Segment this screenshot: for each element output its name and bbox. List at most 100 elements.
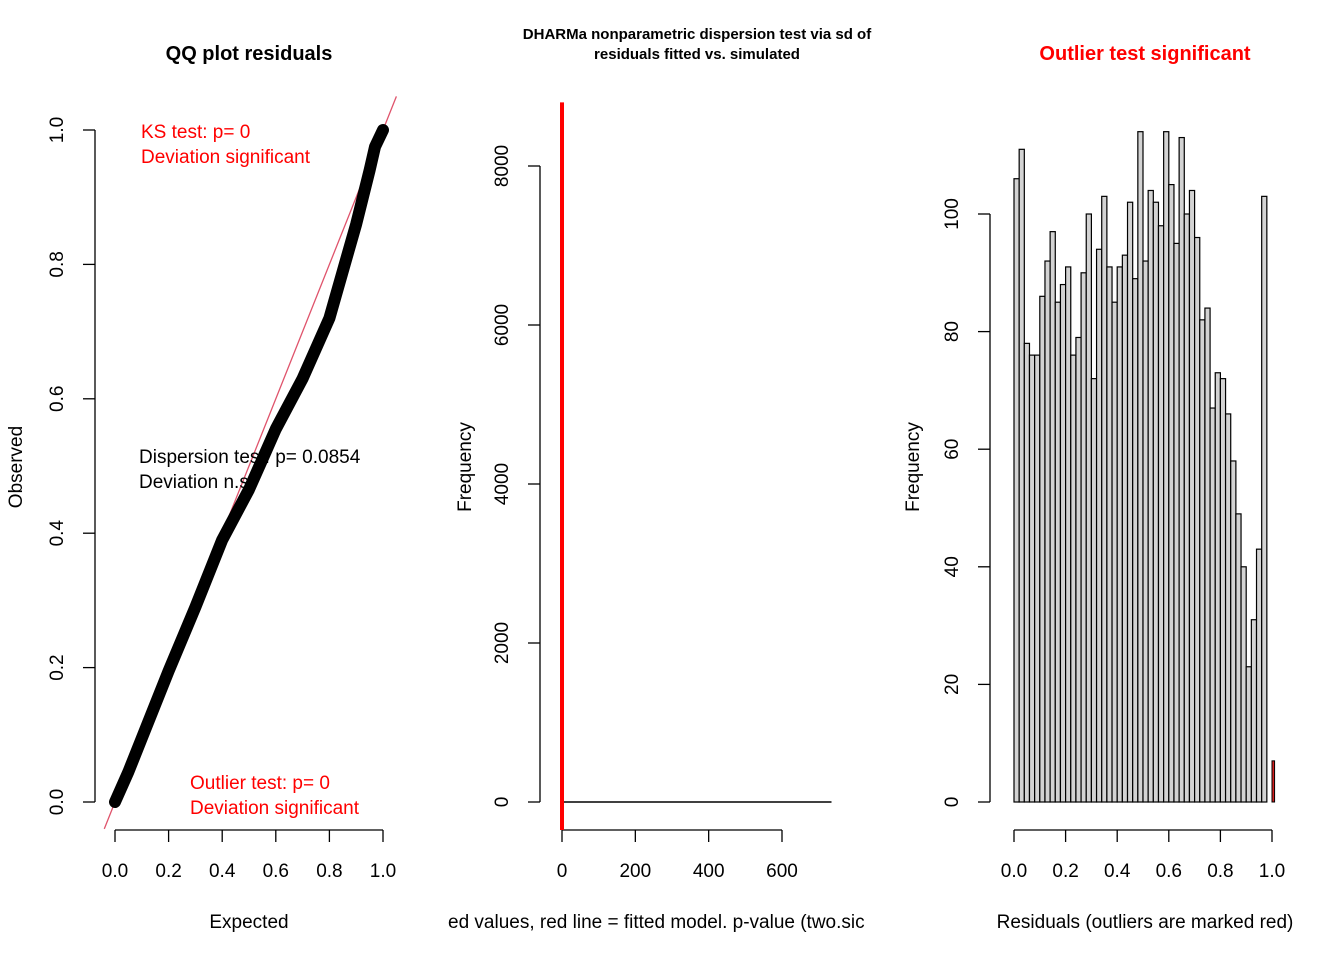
histogram-bar [1142,260,1149,803]
ks-test-deviation-label: Deviation significant [141,147,311,168]
histogram-bar [1064,266,1072,803]
ks-test-label: KS test: p= 0 [141,122,250,143]
qq-y-tick-label: 0.8 [47,251,68,277]
qq-points-curve [109,124,389,808]
dispersion-y-tick-label: 0 [492,797,513,808]
qq-x-tick-label: 0.0 [102,861,128,882]
histogram-x-tick-label: 0.6 [1156,861,1182,882]
histogram-bar [1204,307,1211,803]
histogram-bar [1090,378,1098,803]
histogram-y-tick-label: 20 [942,674,963,695]
dispersion-ylabel: Frequency [455,422,476,512]
histogram-bar [1121,254,1129,803]
dispersion-xlabel: ed values, red line = fitted model. p-va… [448,912,865,933]
dispersion-title-line1: DHARMa nonparametric dispersion test via… [523,26,872,43]
histogram-bar [1013,178,1020,803]
histogram-y-tick-label: 60 [942,439,963,460]
histogram-bar [1173,242,1180,803]
histogram-bar [1178,136,1185,803]
histogram-bar [1044,260,1051,803]
qq-x-tick-label: 1.0 [370,861,396,882]
histogram-bar [1059,283,1067,803]
dispersion-y-tick-label: 8000 [492,145,513,187]
histogram-x-tick-label: 0.0 [1001,861,1027,882]
histogram-bar [1157,225,1165,803]
histogram-bar [1235,513,1242,803]
dispersion-xlabel-clip: ed values, red line = fitted model. p-va… [448,912,865,933]
dispersion-x-tick-label: 600 [766,861,798,882]
histogram-bar [1111,301,1118,803]
qq-y-tick-label: 1.0 [47,117,68,143]
histogram-bar [1199,319,1206,803]
histogram-bar [1250,619,1258,803]
dispersion-test-label: Dispersion test: p= 0.0854 [139,447,361,468]
histogram-y-tick-label: 40 [942,556,963,577]
histogram-bar [1209,407,1216,803]
qq-panel: QQ plot residuals 0.0 0.2 0.4 0.6 0.8 1.0 0.0… [6,43,398,933]
qq-x-axis: 0.0 0.2 0.4 0.6 0.8 1.0 [102,829,396,882]
histogram-bar [1075,336,1082,803]
histogram-bar [1049,231,1056,803]
dispersion-x-tick-label: 400 [693,861,725,882]
histogram-bar [1070,354,1077,803]
histogram-bar [1080,272,1087,803]
histogram-bar [1132,278,1139,803]
histogram-bar [1163,131,1170,803]
histogram-x-tick-label: 1.0 [1259,861,1285,882]
outlier-bar [1271,760,1276,803]
histogram-x-tick-label: 0.2 [1052,861,1078,882]
dispersion-y-tick-label: 2000 [492,622,513,664]
dispersion-y-axis: 0 2000 4000 6000 8000 [492,145,541,808]
histogram-x-axis: 0.0 0.2 0.4 0.6 0.8 1.0 [1001,829,1285,882]
histogram-bar [1183,213,1191,803]
histogram-bar [1023,342,1031,803]
qq-title: QQ plot residuals [166,43,333,65]
dispersion-x-tick-label: 0 [557,861,568,882]
dispersion-y-tick-label: 4000 [492,463,513,505]
histogram-bar [1101,195,1108,803]
histogram-bar [1116,266,1123,803]
dispersion-panel: DHARMa nonparametric dispersion test via… [448,26,872,933]
qq-x-tick-label: 0.6 [263,861,289,882]
histogram-x-tick-label: 0.8 [1207,861,1233,882]
qq-xlabel: Expected [209,912,288,933]
qq-x-tick-label: 0.4 [209,861,236,882]
histogram-bar [1245,666,1252,803]
outlier-test-deviation-label: Deviation significant [190,798,360,819]
qq-y-tick-label: 0.4 [47,520,68,547]
dispersion-y-tick-label: 6000 [492,304,513,346]
histogram-y-tick-label: 80 [942,321,963,342]
histogram-xlabel: Residuals (outliers are marked red) [997,912,1294,933]
histogram-bar [1106,266,1113,803]
histogram-ylabel: Frequency [903,422,924,512]
histogram-bar [1152,201,1160,803]
outlier-test-label: Outlier test: p= 0 [190,773,330,794]
histogram-bar [1028,354,1036,803]
outlier-title: Outlier test significant [1039,43,1250,65]
histogram-y-tick-label: 0 [942,797,963,808]
histogram-bar [1261,195,1268,803]
histogram-bar [1230,460,1237,803]
histogram-bar [1018,148,1025,803]
histogram-bar [1255,548,1263,803]
qq-ylabel: Observed [6,426,27,508]
qq-x-tick-label: 0.8 [316,861,342,882]
qq-x-tick-label: 0.2 [155,861,181,882]
histogram-bar [1137,131,1144,803]
histogram-bar [1240,566,1247,803]
histogram-bar [1039,295,1046,803]
histogram-bar [1085,213,1092,803]
histogram-bar [1126,201,1134,803]
histogram-bar [1054,301,1062,803]
histogram-bar [1193,236,1201,803]
dispersion-title-line2: residuals fitted vs. simulated [594,46,800,63]
histogram-bar [1034,354,1041,803]
histogram-bar [1147,189,1154,803]
histogram-bar [1095,248,1103,803]
qq-y-tick-label: 0.6 [47,386,68,412]
histogram-bar [1214,372,1221,803]
histogram-bar [1168,184,1175,803]
qq-y-tick-label: 0.2 [47,654,68,680]
histogram-bar [1224,413,1232,803]
